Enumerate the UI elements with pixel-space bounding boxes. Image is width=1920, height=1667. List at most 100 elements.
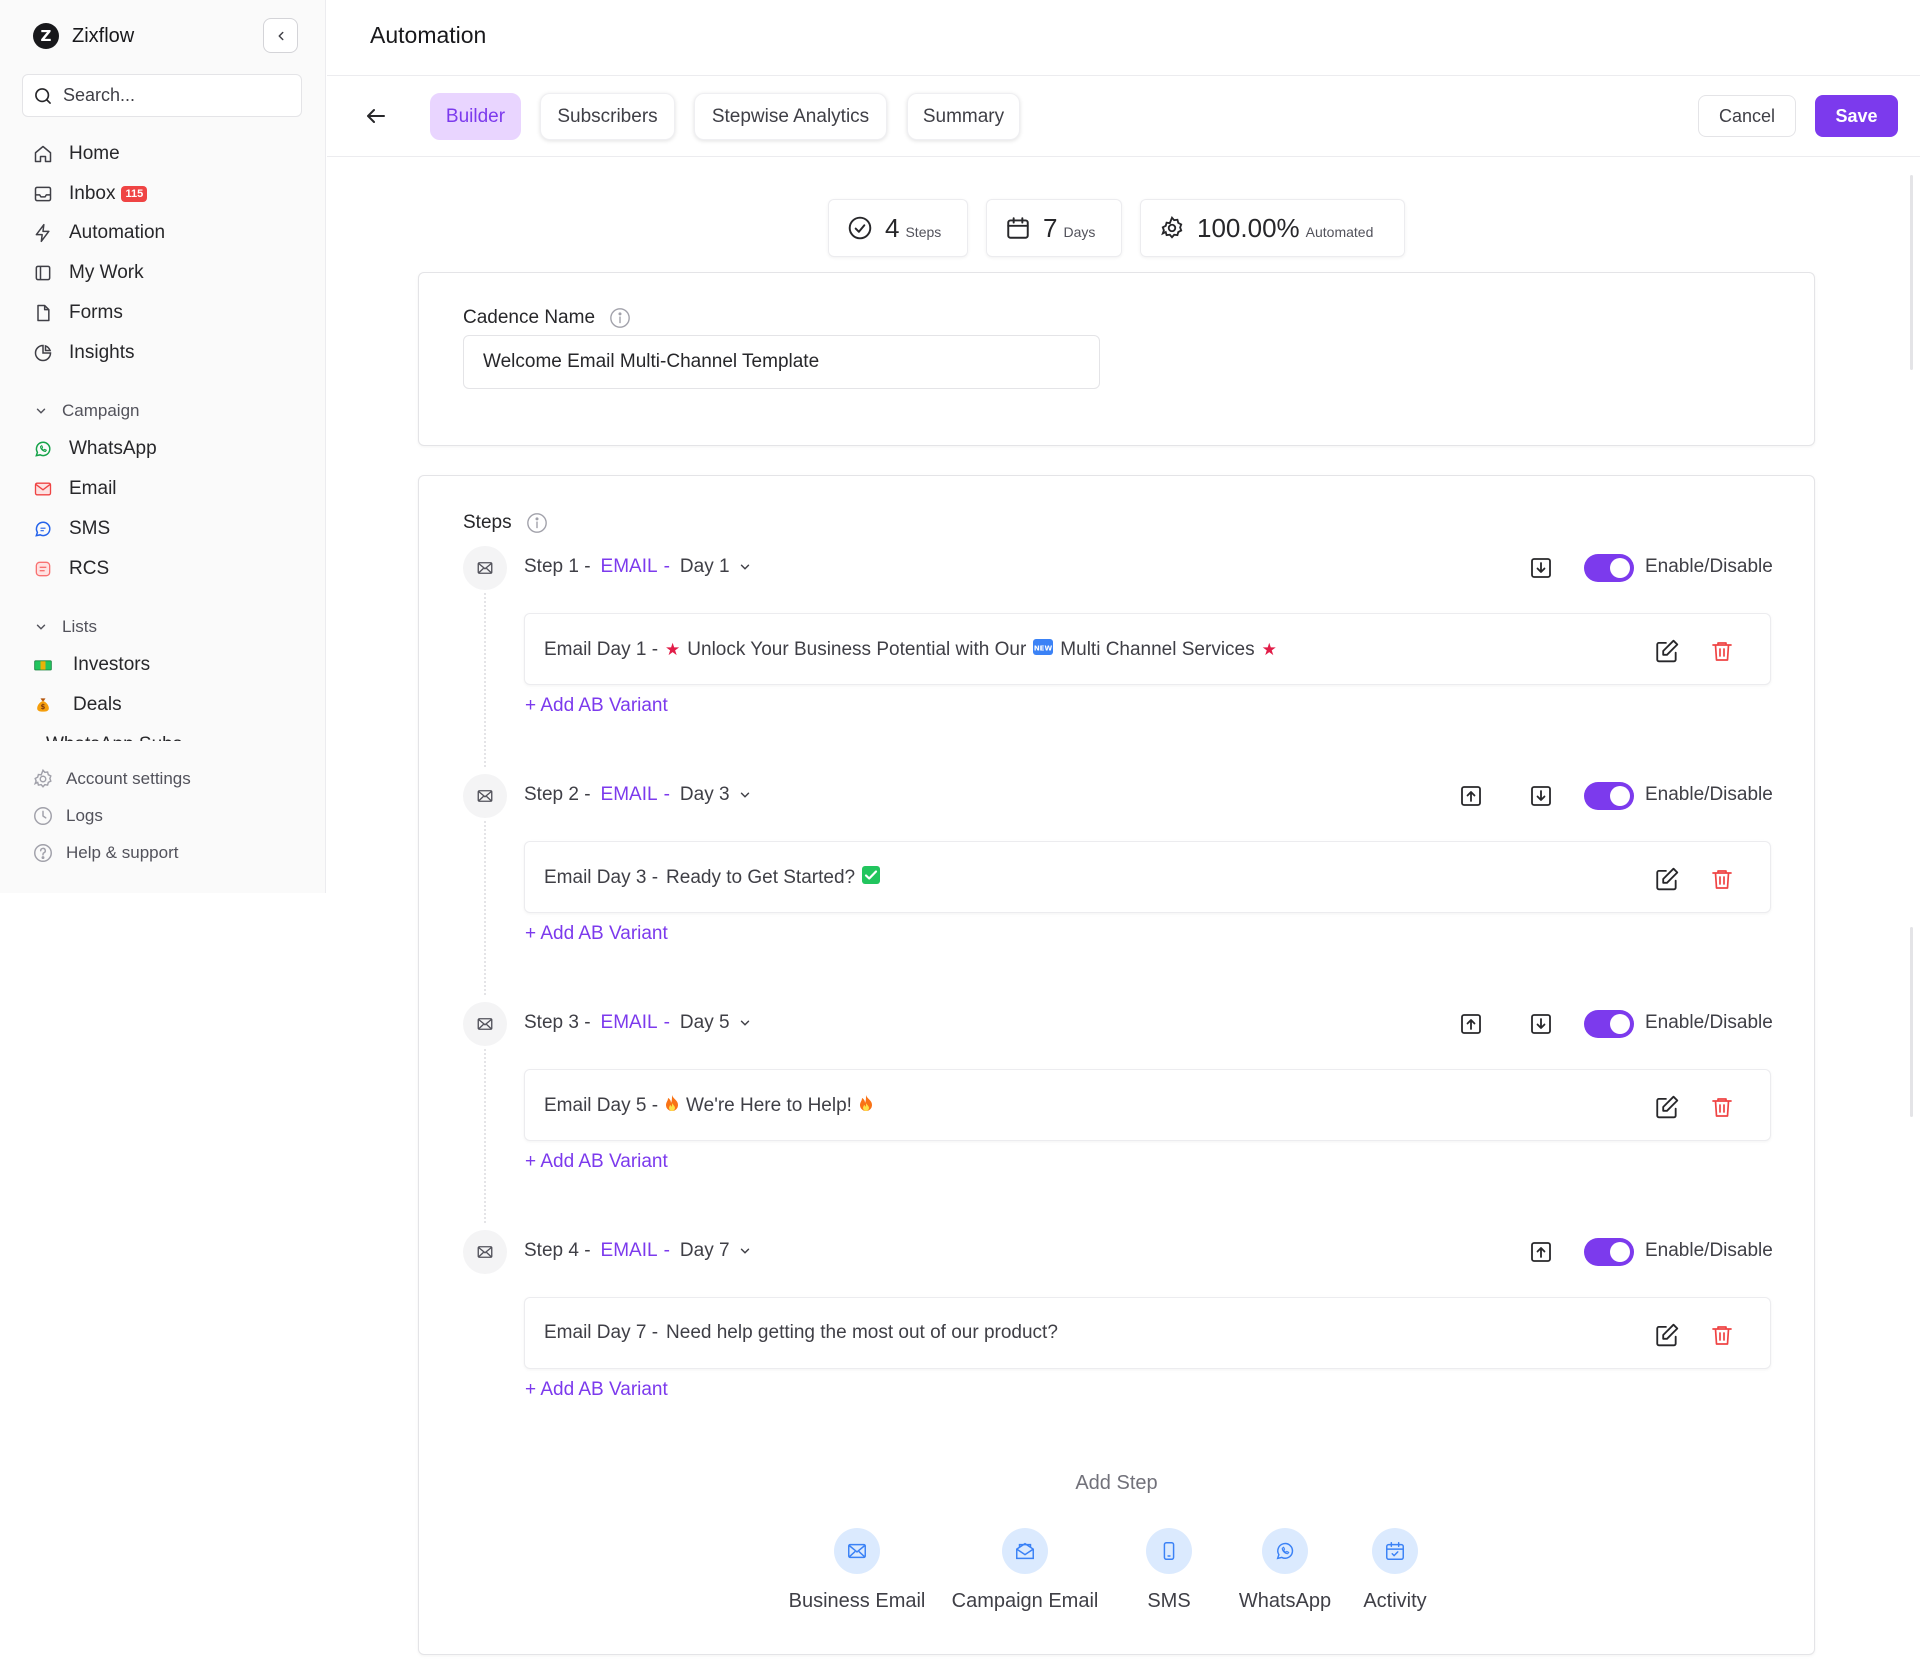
lists-group-toggle[interactable]: Lists [34,615,97,639]
lightning-icon [32,222,54,244]
inbox-count-badge: 115 [121,186,148,202]
info-icon[interactable] [526,512,548,534]
gear-icon [1161,215,1183,239]
step-channel-badge [463,774,507,818]
edit-button[interactable] [1653,1093,1681,1121]
arrow-down-box-icon [1531,558,1551,578]
step-enable-toggle[interactable] [1584,554,1634,582]
arrow-up-box-icon [1531,1242,1551,1262]
days-unit: Days [1063,224,1096,240]
sidebar-item-truncated[interactable]: WhatsApp Subs [46,733,216,741]
sidebar-item-logs[interactable]: Logs [32,803,103,829]
edit-button[interactable] [1653,1321,1681,1349]
sidebar-item-investors[interactable]: Investors [32,650,150,680]
campaign-group-toggle[interactable]: Campaign [34,399,140,423]
move-down-button[interactable] [1528,783,1554,809]
step-day-dropdown[interactable]: Step 1 - EMAIL - Day 1 [524,556,752,578]
scroll-thumb-secondary[interactable] [1910,927,1913,1117]
add-campaign-email-button[interactable]: Campaign Email [947,1528,1103,1613]
step-enable-toggle[interactable] [1584,1010,1634,1038]
collapse-sidebar-button[interactable] [263,18,298,53]
delete-button[interactable] [1708,1321,1736,1349]
scrollbar[interactable] [1904,157,1920,1667]
toggle-label: Enable/Disable [1645,1012,1773,1033]
mail-icon [477,790,493,802]
email-item[interactable]: Email Day 5 - We're Here to Help! [524,1069,1771,1141]
sidebar-item-email[interactable]: Email [32,474,117,504]
sidebar-item-rcs[interactable]: RCS [32,554,109,584]
email-item[interactable]: Email Day 1 - ★ Unlock Your Business Pot… [524,613,1771,685]
chat-bubble-icon [32,518,54,540]
delete-button[interactable] [1708,865,1736,893]
add-whatsapp-button[interactable]: WhatsApp [1233,1528,1337,1613]
sidebar-item-my-work[interactable]: My Work [32,258,144,288]
sidebar-item-label: Home [69,143,120,164]
info-icon[interactable] [609,307,631,329]
delete-button[interactable] [1708,1093,1736,1121]
edit-button[interactable] [1653,865,1681,893]
sidebar-item-inbox[interactable]: Inbox 115 [32,179,148,209]
chevron-down-icon [738,1016,752,1030]
step-connector [484,821,486,995]
fire-emoji-icon [665,1094,679,1117]
brand[interactable]: Z Zixflow [33,22,134,50]
sidebar-item-automation[interactable]: Automation [32,218,165,248]
edit-icon [1656,1323,1679,1347]
search-input[interactable]: Search... [22,74,302,117]
email-item[interactable]: Email Day 7 - Need help getting the most… [524,1297,1771,1369]
page-header: Automation [327,0,1920,76]
sidebar-item-label: RCS [69,558,110,579]
step-day-dropdown[interactable]: Step 2 - EMAIL - Day 3 [524,784,752,806]
cancel-button[interactable]: Cancel [1698,95,1796,137]
scroll-thumb-primary[interactable] [1910,175,1913,370]
tab-builder[interactable]: Builder [430,93,521,140]
star-struck-emoji-icon: ★ [665,639,681,660]
home-icon [32,143,54,165]
sidebar-item-label: Investors [73,654,151,675]
add-ab-variant-link[interactable]: + Add AB Variant [525,1379,668,1400]
sidebar-item-home[interactable]: Home [32,139,120,169]
step-day-dropdown[interactable]: Step 3 - EMAIL - Day 5 [524,1012,752,1034]
new-badge-emoji-icon: NEW [1033,638,1054,661]
tab-subscribers[interactable]: Subscribers [540,93,675,140]
chevron-down-icon [36,624,46,630]
move-up-button[interactable] [1458,783,1484,809]
sidebar-item-help[interactable]: Help & support [32,840,178,866]
add-business-email-button[interactable]: Business Email [785,1528,929,1613]
add-ab-variant-link[interactable]: + Add AB Variant [525,695,668,716]
add-activity-button[interactable]: Activity [1355,1528,1435,1613]
cadence-name-input[interactable] [463,335,1100,389]
automated-unit: Automated [1305,224,1374,240]
step-enable-toggle[interactable] [1584,782,1634,810]
mail-icon [834,1528,880,1574]
mail-icon [477,1018,493,1030]
move-up-button[interactable] [1458,1011,1484,1037]
move-down-button[interactable] [1528,555,1554,581]
delete-button[interactable] [1708,637,1736,665]
back-button[interactable] [361,101,391,131]
edit-icon [1656,639,1679,663]
sidebar-item-label: Forms [69,302,123,323]
step-day-dropdown[interactable]: Step 4 - EMAIL - Day 7 [524,1240,752,1262]
sidebar-item-deals[interactable]: $ Deals [32,690,122,720]
move-down-button[interactable] [1528,1011,1554,1037]
add-ab-variant-link[interactable]: + Add AB Variant [525,923,668,944]
edit-button[interactable] [1653,637,1681,665]
sidebar-item-whatsapp[interactable]: WhatsApp [32,434,157,464]
step-enable-toggle[interactable] [1584,1238,1634,1266]
move-up-button[interactable] [1528,1239,1554,1265]
sidebar-item-sms[interactable]: SMS [32,514,110,544]
chevron-down-icon [36,408,46,414]
sidebar-item-insights[interactable]: Insights [32,338,134,368]
save-button[interactable]: Save [1815,95,1898,137]
panel-icon [32,262,54,284]
sidebar-item-label: Insights [69,342,135,363]
sidebar-item-account-settings[interactable]: Account settings [32,766,191,792]
sidebar-item-forms[interactable]: Forms [32,298,123,328]
add-ab-variant-link[interactable]: + Add AB Variant [525,1151,668,1172]
email-item[interactable]: Email Day 3 - Ready to Get Started? [524,841,1771,913]
tab-summary[interactable]: Summary [907,93,1020,140]
builder-toolbar: Builder Subscribers Stepwise Analytics S… [327,77,1920,157]
tab-stepwise-analytics[interactable]: Stepwise Analytics [694,93,887,140]
add-sms-button[interactable]: SMS [1139,1528,1199,1613]
